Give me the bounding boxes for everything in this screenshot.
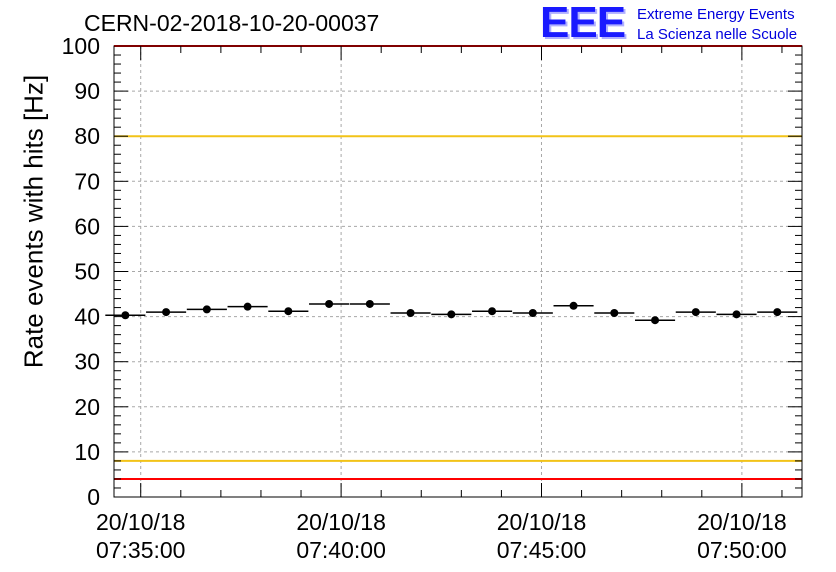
data-point — [325, 299, 334, 308]
data-point — [732, 310, 741, 319]
data-point — [162, 308, 171, 317]
y-tick-label: 30 — [74, 349, 100, 375]
data-point — [569, 301, 578, 310]
data-point — [691, 308, 700, 317]
y-tick-label: 70 — [74, 168, 100, 194]
x-tick-label-date: 20/10/18 — [697, 509, 787, 535]
x-tick-label-time: 07:45:00 — [497, 537, 587, 563]
data-point — [202, 305, 211, 314]
data-point — [610, 308, 619, 317]
data-point — [528, 308, 537, 317]
y-tick-label: 80 — [74, 123, 100, 149]
logo-mark: EEE — [540, 0, 626, 47]
chart-title: CERN-02-2018-10-20-00037 — [84, 10, 380, 36]
data-point — [243, 302, 252, 311]
y-tick-label: 10 — [74, 439, 100, 465]
logo-line-2: La Scienza nelle Scuole — [637, 26, 798, 43]
y-tick-label: 20 — [74, 394, 100, 420]
data-point — [406, 308, 415, 317]
x-tick-label-time: 07:35:00 — [96, 537, 186, 563]
data-point — [365, 299, 374, 308]
eee-logo: EEE Extreme Energy Events La Scienza nel… — [540, 0, 830, 47]
data-point — [773, 308, 782, 317]
logo-line-1: Extreme Energy Events — [637, 6, 795, 23]
x-tick-label-date: 20/10/18 — [96, 509, 186, 535]
x-tick-label-date: 20/10/18 — [497, 509, 587, 535]
x-tick-label-time: 07:40:00 — [296, 537, 386, 563]
data-point — [488, 307, 497, 316]
data-point — [447, 310, 456, 319]
y-tick-label: 90 — [74, 78, 100, 104]
y-tick-label: 100 — [62, 33, 100, 59]
data-point — [651, 316, 660, 325]
y-tick-label: 50 — [74, 259, 100, 285]
data-point — [121, 311, 130, 320]
y-tick-label: 0 — [87, 484, 100, 510]
y-tick-label: 60 — [74, 213, 100, 239]
x-tick-label-time: 07:50:00 — [697, 537, 787, 563]
y-tick-label: 40 — [74, 304, 100, 330]
x-tick-label-date: 20/10/18 — [296, 509, 386, 535]
data-point — [284, 307, 293, 316]
